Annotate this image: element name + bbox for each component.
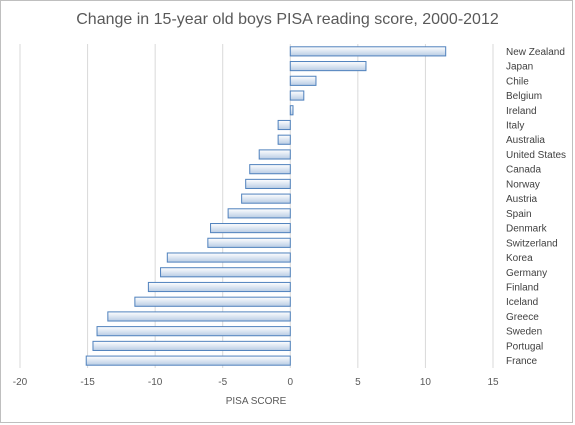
bar — [277, 119, 291, 131]
bar — [249, 164, 291, 175]
category-label: Ireland — [506, 106, 537, 117]
bar — [207, 237, 291, 248]
category-label: Spain — [506, 209, 532, 220]
x-axis-ticks: -20 -15 -10 -5 0 5 10 15 — [13, 377, 499, 388]
category-labels: New Zealand Japan Chile Belgium Ireland Italy… — [506, 47, 566, 367]
x-tick-label: 10 — [420, 377, 432, 388]
category-label: Germany — [506, 268, 547, 279]
category-label: Denmark — [506, 224, 548, 235]
category-label: Norway — [506, 179, 540, 190]
bar — [289, 105, 294, 116]
bar — [289, 46, 447, 57]
bar — [166, 252, 291, 263]
x-tick-label: -20 — [13, 377, 28, 388]
category-label: Chile — [506, 76, 529, 87]
bar — [289, 75, 317, 86]
category-label: Canada — [506, 165, 541, 176]
category-label: Austria — [506, 194, 538, 205]
category-label: Sweden — [506, 327, 542, 338]
x-axis-title: PISA SCORE — [226, 396, 287, 407]
bar — [147, 281, 291, 293]
category-label: Switzerland — [506, 238, 558, 249]
category-label: New Zealand — [506, 47, 565, 58]
bar — [227, 208, 291, 219]
bar — [241, 193, 291, 204]
x-tick-label: 15 — [487, 377, 499, 388]
category-label: Greece — [506, 312, 539, 323]
chart-title: Change in 15-year old boys PISA reading … — [76, 11, 499, 28]
category-label: Portugal — [506, 341, 543, 352]
bar — [277, 134, 291, 145]
x-tick-label: -15 — [80, 377, 95, 388]
x-tick-label: 0 — [288, 377, 294, 388]
category-label: United States — [506, 150, 566, 161]
x-tick-label: -10 — [148, 377, 163, 388]
bar — [85, 355, 291, 366]
x-tick-label: -5 — [218, 377, 227, 388]
bar — [289, 90, 305, 101]
category-label: Korea — [506, 253, 533, 264]
bar — [289, 61, 367, 72]
category-label: Italy — [506, 121, 524, 132]
category-label: Japan — [506, 62, 533, 73]
bar — [258, 149, 291, 160]
category-label: Iceland — [506, 297, 538, 308]
bar — [160, 267, 291, 278]
bar — [245, 178, 291, 189]
category-label: France — [506, 356, 538, 367]
x-tick-label: 5 — [355, 377, 361, 388]
bars — [85, 46, 447, 366]
category-label: Belgium — [506, 91, 542, 102]
category-label: Finland — [506, 283, 539, 294]
bar — [92, 340, 291, 351]
bar — [107, 311, 291, 322]
bar — [96, 326, 291, 337]
bar — [210, 223, 291, 234]
category-label: Australia — [506, 135, 545, 146]
bar — [134, 296, 291, 307]
